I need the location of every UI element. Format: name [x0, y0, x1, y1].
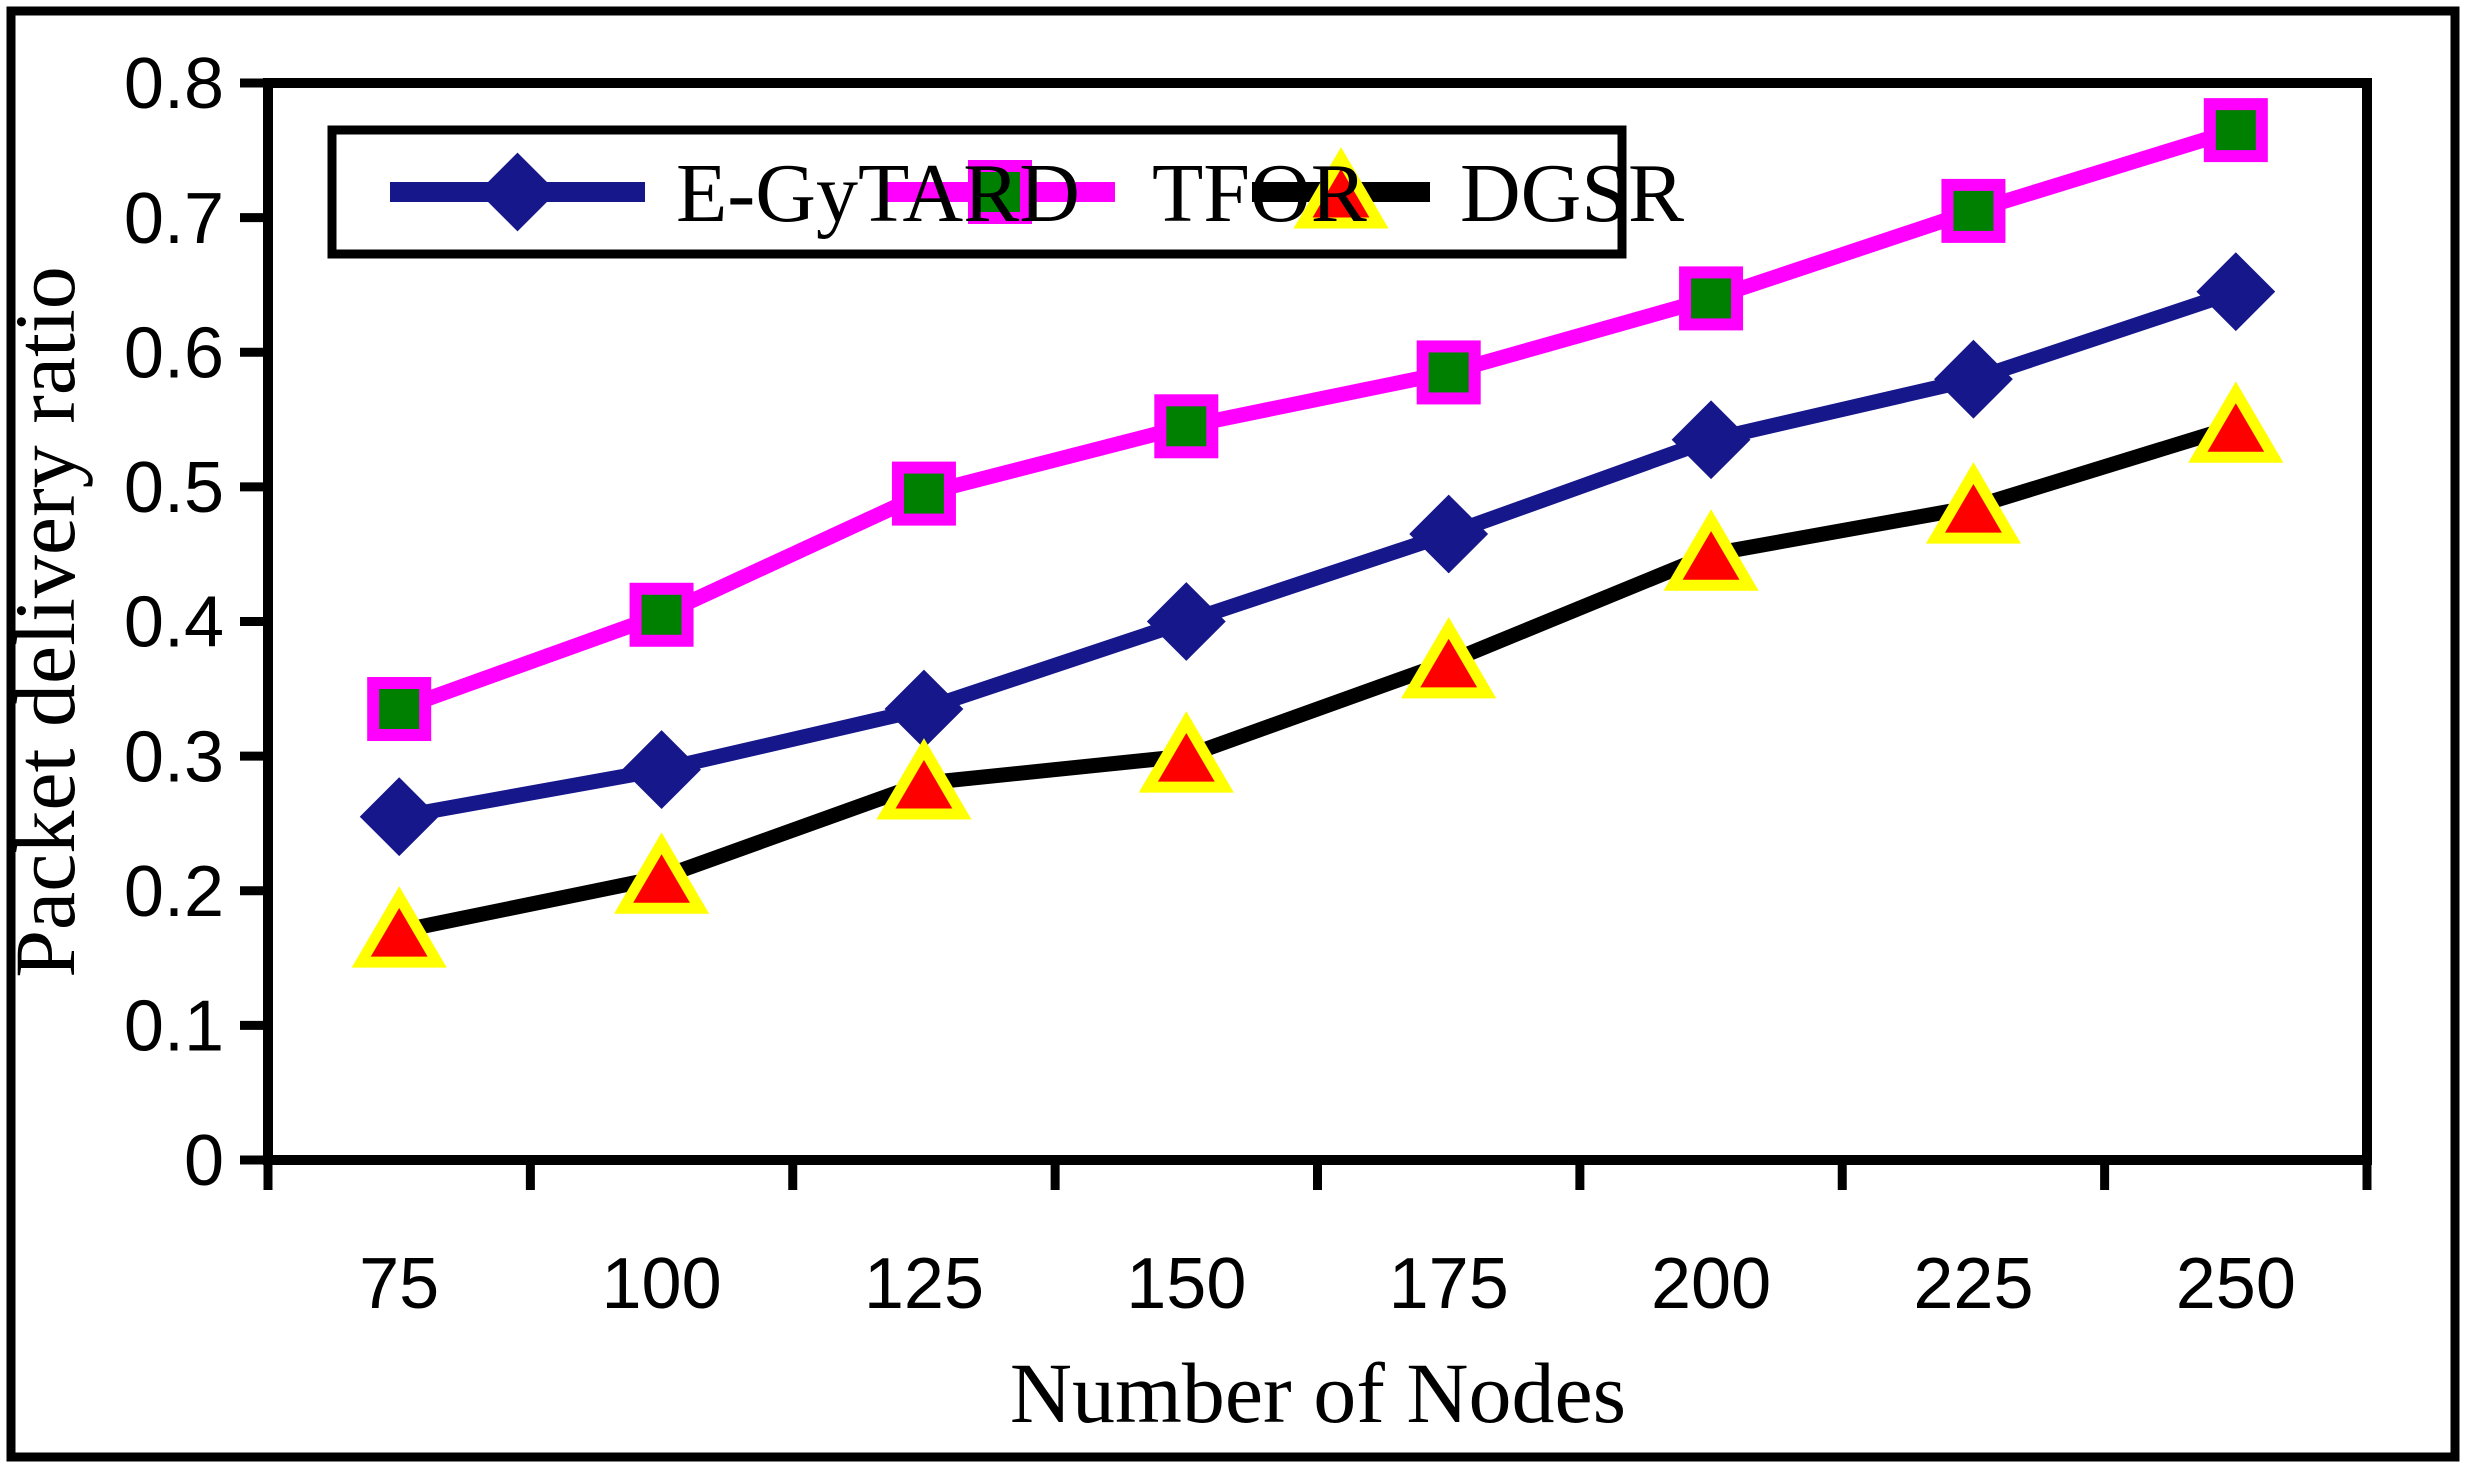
x-tick-label: 100	[601, 1244, 721, 1324]
data-point-marker-diamond	[1934, 339, 2013, 419]
x-tick-label: 75	[359, 1244, 439, 1324]
data-point-marker-diamond	[359, 777, 439, 857]
data-point-marker-square	[367, 677, 432, 742]
x-tick-label: 200	[1651, 1244, 1771, 1324]
x-axis-title: Number of Nodes	[1010, 1345, 1626, 1441]
data-point-marker-triangle	[1401, 616, 1497, 699]
data-point-marker-square	[2203, 98, 2268, 163]
y-tick-label: 0.5	[124, 448, 224, 528]
plot-area-frame	[263, 78, 2372, 1165]
data-point-marker-triangle	[2188, 381, 2284, 463]
data-point-marker-square	[1941, 178, 2006, 243]
x-tick-label: 250	[2176, 1244, 2296, 1324]
y-tick-label: 0.1	[124, 987, 224, 1067]
y-axis-title: Packet delivery ratio	[0, 266, 93, 978]
legend: E-GyTARD TFOR DGSR	[327, 125, 1684, 259]
y-tick-label: 0.2	[124, 852, 224, 932]
data-point-marker-diamond	[478, 152, 557, 232]
legend-keys	[390, 147, 1430, 232]
series-line-tfor	[391, 122, 2244, 717]
series-markers	[351, 98, 2284, 968]
y-tick-label: 0.4	[124, 583, 224, 663]
series-line-e-gytard	[391, 284, 2244, 825]
data-point-marker-triangle	[1925, 462, 2022, 544]
legend-label-egytard: E-GyTARD	[676, 147, 1080, 240]
series-line-dgsr	[391, 418, 2244, 939]
data-point-marker-square	[1679, 266, 1744, 331]
data-point-marker-diamond	[884, 669, 964, 749]
x-tick-label: 150	[1126, 1244, 1246, 1324]
data-point-marker-diamond	[2196, 252, 2276, 332]
legend-label-tfor: TFOR	[1152, 147, 1367, 240]
legend-label-dgsr: DGSR	[1460, 147, 1684, 240]
data-point-marker-diamond	[1409, 494, 1489, 574]
y-axis-tick-labels: 0 0.1 0.2 0.3 0.4 0.5 0.6 0.7 0.8	[124, 44, 224, 1201]
data-point-marker-square	[891, 461, 956, 526]
data-point-marker-triangle	[876, 738, 972, 820]
x-tick-label: 175	[1389, 1244, 1509, 1324]
data-point-marker-triangle	[1293, 147, 1389, 229]
y-tick-label: 0.6	[124, 313, 224, 393]
data-point-marker-diamond	[1671, 400, 1751, 480]
data-point-marker-square	[1416, 340, 1481, 405]
x-tick-label: 125	[864, 1244, 984, 1324]
data-point-marker-triangle	[1663, 509, 1759, 591]
y-tick-label: 0.8	[124, 44, 224, 124]
y-tick-label: 0.7	[124, 179, 224, 259]
data-point-marker-triangle	[1138, 711, 1234, 793]
data-point-marker-square	[629, 582, 694, 647]
data-point-marker-triangle	[351, 886, 447, 968]
y-tick-label: 0	[184, 1121, 224, 1201]
data-point-marker-triangle	[613, 832, 710, 914]
x-tick-label: 225	[1913, 1244, 2033, 1324]
y-tick-label: 0.3	[124, 717, 224, 797]
y-axis-ticks	[240, 78, 268, 1165]
x-axis-tick-labels: 75 100 125 150 175 200 225 250	[359, 1244, 2296, 1324]
data-point-marker-diamond	[1146, 582, 1226, 661]
data-point-marker-diamond	[622, 730, 701, 810]
x-axis-ticks	[263, 1160, 2372, 1190]
series-lines	[391, 122, 2244, 939]
data-point-marker-square	[1154, 394, 1219, 459]
data-point-marker-square	[968, 160, 1032, 224]
